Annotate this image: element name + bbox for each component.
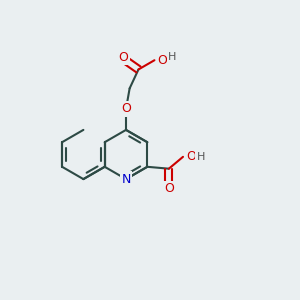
Text: O: O xyxy=(121,103,131,116)
Text: O: O xyxy=(164,182,174,195)
Text: H: H xyxy=(196,152,205,162)
Text: O: O xyxy=(186,150,196,163)
Text: O: O xyxy=(118,51,128,64)
Text: N: N xyxy=(121,172,131,186)
Text: H: H xyxy=(168,52,176,62)
Text: O: O xyxy=(158,54,167,67)
